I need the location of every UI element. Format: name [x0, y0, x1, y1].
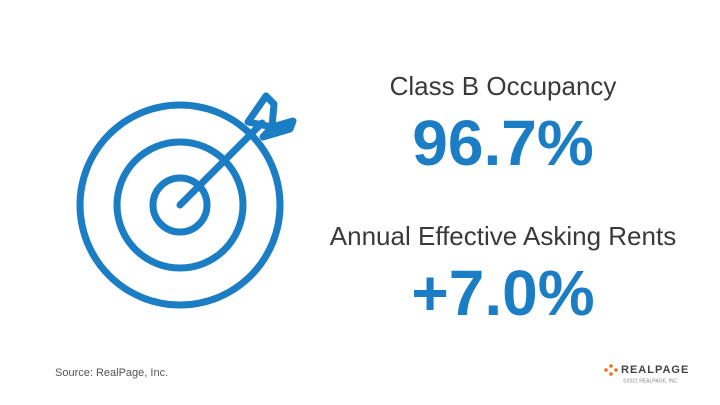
- logo-text: REALPAGE: [621, 364, 689, 376]
- stat-value: +7.0%: [411, 257, 594, 329]
- target-icon: [76, 92, 297, 309]
- stat-value: 96.7%: [412, 107, 593, 179]
- stat-label: Class B Occupancy: [390, 71, 617, 101]
- stat-label: Annual Effective Asking Rents: [330, 221, 676, 251]
- logo-icon: [604, 364, 618, 376]
- source-note: Source: RealPage, Inc.: [55, 367, 168, 379]
- copyright: ©2021 REALPAGE, INC.: [623, 377, 679, 384]
